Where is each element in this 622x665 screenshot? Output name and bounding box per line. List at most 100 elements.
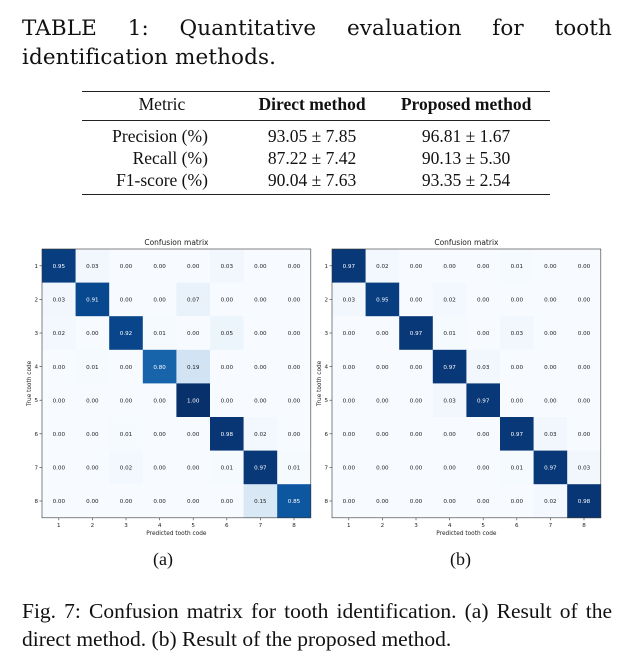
heatmap-cell bbox=[176, 316, 211, 351]
heatmap-cell bbox=[243, 316, 278, 351]
cell-value-label: 0.00 bbox=[343, 365, 356, 371]
heatmap-cell bbox=[42, 349, 76, 384]
heatmap-cell bbox=[109, 417, 144, 451]
table-row: Recall (%) 87.22 ± 7.42 90.13 ± 5.30 bbox=[82, 147, 550, 169]
confusion-matrix-svg-b: Confusion matrix 0.97 0.02 0.00 0.00 0.00 0.01… bbox=[317, 238, 602, 537]
heatmap-cell bbox=[432, 349, 467, 384]
heatmap-cell bbox=[466, 484, 501, 519]
y-tick-label: 3 bbox=[34, 331, 38, 337]
heatmap-cell bbox=[432, 484, 467, 519]
x-tick-label: 4 bbox=[158, 523, 162, 529]
y-tick-label: 3 bbox=[324, 331, 328, 337]
heatmap-cell bbox=[399, 417, 434, 451]
cell-value-label: 0.00 bbox=[288, 365, 301, 371]
cell-value-label: 0.00 bbox=[443, 264, 456, 270]
cell-value-label: 0.00 bbox=[288, 298, 301, 304]
heatmap-cell bbox=[365, 282, 400, 317]
cell-value-label: 0.00 bbox=[288, 432, 301, 438]
cell-value-label: 0.00 bbox=[343, 432, 356, 438]
cell-value-label: 0.01 bbox=[511, 466, 524, 472]
y-tick-label: 1 bbox=[34, 264, 38, 270]
cell-value-label: 0.00 bbox=[477, 298, 490, 304]
heatmap-cell bbox=[399, 282, 434, 317]
cell-value-label: 0.00 bbox=[120, 298, 133, 304]
figure-caption: Fig. 7: Confusion matrix for tooth ident… bbox=[22, 599, 612, 651]
heatmap-cell bbox=[332, 450, 366, 485]
heatmap-cell bbox=[567, 383, 602, 418]
y-tick-label: 7 bbox=[34, 465, 38, 471]
heatmap-cell bbox=[210, 383, 244, 418]
heatmap-cell bbox=[567, 316, 602, 351]
cell-value-label: 0.00 bbox=[410, 398, 423, 404]
heatmap-cell bbox=[533, 383, 568, 418]
heatmap-cell bbox=[109, 484, 144, 519]
cell-value-label: 0.97 bbox=[343, 264, 356, 270]
heatmap-cell bbox=[399, 450, 434, 485]
cell-value-label: 0.00 bbox=[120, 499, 133, 505]
cell-value-label: 0.00 bbox=[254, 365, 267, 371]
cell-value-label: 0.97 bbox=[544, 466, 557, 472]
heatmap-cell bbox=[75, 282, 110, 317]
plot-frame bbox=[331, 248, 602, 519]
cell-value-label: 0.00 bbox=[376, 466, 389, 472]
heatmap-cell bbox=[142, 316, 177, 351]
cell-value-label: 0.00 bbox=[187, 432, 200, 438]
heatmap-cell bbox=[176, 383, 211, 418]
table-cell: 93.05 ± 7.85 bbox=[267, 126, 357, 146]
x-axis-label: Predicted tooth code bbox=[146, 531, 207, 537]
heatmap-cell bbox=[210, 316, 244, 351]
heatmap-cell bbox=[176, 484, 211, 519]
heatmap-cell bbox=[365, 383, 400, 418]
cell-value-label: 0.97 bbox=[254, 466, 267, 472]
cell-value-label: 0.95 bbox=[53, 264, 66, 270]
cell-value-label: 0.00 bbox=[511, 499, 524, 505]
x-axis-label: Predicted tooth code bbox=[436, 531, 497, 537]
cell-value-label: 0.01 bbox=[153, 331, 166, 337]
heatmap-cell bbox=[567, 417, 602, 451]
heatmap-cell bbox=[176, 282, 211, 317]
heatmap-cell bbox=[533, 450, 568, 485]
y-tick-label: 2 bbox=[324, 297, 328, 303]
heatmap-cell bbox=[243, 249, 278, 283]
cell-value-label: 0.85 bbox=[288, 499, 301, 505]
heatmap-cell bbox=[500, 316, 534, 351]
heatmap-cell bbox=[399, 249, 434, 283]
heatmap-cell bbox=[432, 383, 467, 418]
cell-value-label: 0.03 bbox=[477, 365, 490, 371]
cell-value-label: 0.00 bbox=[86, 466, 99, 472]
cell-value-label: 0.00 bbox=[511, 398, 524, 404]
heatmap-cell bbox=[109, 450, 144, 485]
cell-value-label: 0.00 bbox=[221, 499, 234, 505]
heatmap-cell bbox=[567, 450, 602, 485]
heatmap-cell bbox=[277, 282, 312, 317]
cell-value-label: 0.00 bbox=[120, 365, 133, 371]
cell-value-label: 0.00 bbox=[410, 264, 423, 270]
heatmap-cell bbox=[210, 349, 244, 384]
heatmap-cell bbox=[365, 316, 400, 351]
confusion-matrix-direct: Confusion matrix 0.95 0.03 0.00 0.00 0.00 0.03… bbox=[27, 237, 312, 537]
cell-value-label: 0.00 bbox=[544, 331, 557, 337]
heatmap-cell bbox=[500, 450, 534, 485]
heatmap-cell bbox=[277, 316, 312, 351]
heatmap-cell bbox=[567, 249, 602, 283]
cell-value-label: 0.97 bbox=[410, 331, 423, 337]
cell-value-label: 0.03 bbox=[53, 298, 66, 304]
cell-value-label: 0.00 bbox=[254, 298, 267, 304]
cell-value-label: 0.00 bbox=[53, 499, 66, 505]
cell-value-label: 0.00 bbox=[288, 264, 301, 270]
table-cell: 90.04 ± 7.63 bbox=[267, 170, 357, 190]
cell-value-label: 0.00 bbox=[410, 298, 423, 304]
cell-value-label: 0.00 bbox=[53, 466, 66, 472]
heatmap-cell bbox=[277, 450, 312, 485]
cell-value-label: 0.00 bbox=[410, 466, 423, 472]
cell-value-label: 0.00 bbox=[86, 499, 99, 505]
cell-value-label: 0.98 bbox=[578, 499, 591, 505]
heatmap-cell bbox=[332, 417, 366, 451]
cell-value-label: 0.15 bbox=[254, 499, 267, 505]
x-tick-label: 1 bbox=[57, 523, 61, 529]
cell-value-label: 0.00 bbox=[477, 466, 490, 472]
heatmap-cell bbox=[243, 417, 278, 451]
heatmap-cell bbox=[42, 417, 76, 451]
cell-value-label: 0.02 bbox=[544, 499, 556, 505]
cell-value-label: 0.00 bbox=[153, 466, 166, 472]
